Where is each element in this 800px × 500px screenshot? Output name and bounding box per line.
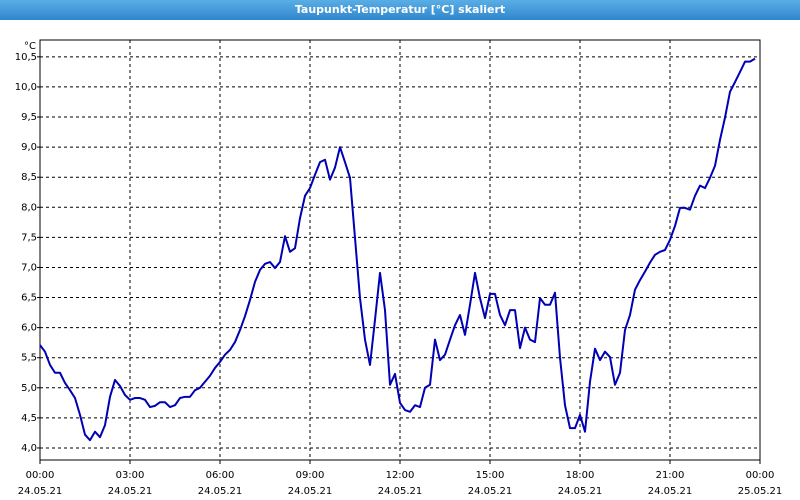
chart-title: Taupunkt-Temperatur [°C] skaliert (295, 3, 505, 16)
x-tick-date: 24.05.21 (648, 486, 693, 497)
y-tick-label: 9,0 (21, 142, 37, 153)
title-bar (0, 0, 800, 20)
x-tick-date: 24.05.21 (108, 486, 153, 497)
y-tick-label: 6,0 (21, 323, 37, 334)
y-tick-label: 8,0 (21, 202, 37, 213)
y-unit: °C (24, 41, 36, 52)
y-tick-label: 4,0 (21, 443, 37, 454)
data-line (39, 57, 756, 442)
x-tick-label: 00:00 (26, 470, 55, 481)
y-tick-label: 10,5 (15, 52, 37, 63)
y-tick-label: 10,0 (15, 82, 37, 93)
y-tick-label: 9,5 (21, 112, 37, 123)
y-tick-label: 5,5 (21, 353, 37, 364)
y-tick-label: 7,5 (21, 232, 37, 243)
x-tick-label: 21:00 (656, 470, 685, 481)
x-tick-label: 15:00 (476, 470, 505, 481)
y-tick-label: 6,5 (21, 293, 37, 304)
x-tick-date: 24.05.21 (18, 486, 63, 497)
grid (39, 40, 761, 460)
x-tick-label: 03:00 (116, 470, 145, 481)
y-tick-label: 7,0 (21, 262, 37, 273)
x-tick-label: 18:00 (566, 470, 595, 481)
x-tick-label: 12:00 (386, 470, 415, 481)
x-tick-label: 00:00 (746, 470, 775, 481)
y-tick-label: 4,5 (21, 413, 37, 424)
x-tick-date: 24.05.21 (378, 486, 423, 497)
y-tick-label: 8,5 (21, 172, 37, 183)
x-tick-label: 09:00 (296, 470, 325, 481)
x-tick-date: 24.05.21 (288, 486, 333, 497)
x-tick-label: 06:00 (206, 470, 235, 481)
x-tick-date: 24.05.21 (558, 486, 603, 497)
x-tick-date: 24.05.21 (468, 486, 513, 497)
x-tick-date: 24.05.21 (198, 486, 243, 497)
y-tick-label: 5,0 (21, 383, 37, 394)
x-tick-date: 25.05.21 (738, 486, 783, 497)
